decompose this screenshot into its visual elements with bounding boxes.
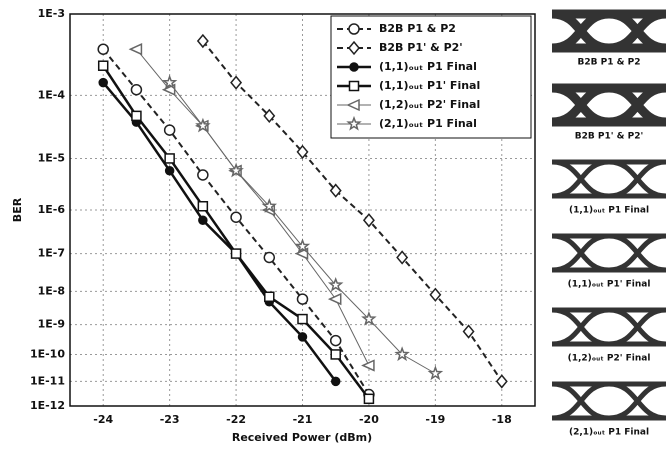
legend-label: (1,2)ₒᵤₜ P2' Final (379, 98, 480, 111)
marker (497, 375, 507, 387)
legend-label: (2,1)ₒᵤₜ P1 Final (379, 117, 477, 130)
marker (430, 368, 441, 379)
eye-label: B2B P1 & P2 (578, 58, 641, 68)
marker (166, 167, 174, 175)
legend-marker (350, 82, 359, 91)
x-tick-label: -20 (359, 413, 379, 426)
marker (231, 77, 241, 89)
x-axis-label: Received Power (dBm) (232, 431, 372, 444)
legend-label: B2B P1' & P2' (379, 41, 463, 54)
marker (298, 294, 308, 304)
legend-label: (1,1)ₒᵤₜ P1' Final (379, 79, 480, 92)
marker (264, 252, 274, 262)
marker (231, 212, 241, 222)
marker (331, 350, 340, 359)
eye-diagram: (1,1)ₒᵤₜ P1 Final (552, 158, 666, 216)
y-tick-label: 1E-10 (30, 347, 65, 360)
y-tick-label: 1E-3 (38, 7, 65, 20)
marker (132, 111, 141, 120)
eye-diagram: B2B P1 & P2 (552, 10, 666, 68)
y-axis-label: BER (11, 197, 24, 222)
eye-label: (1,1)ₒᵤₜ P1' Final (568, 280, 651, 290)
marker (165, 154, 174, 163)
marker (299, 333, 307, 341)
marker (363, 360, 374, 370)
y-tick-label: 1E-8 (38, 284, 65, 297)
y-tick-label: 1E-7 (38, 247, 65, 260)
marker (330, 294, 341, 304)
marker (131, 85, 141, 95)
figure: BER Received Power (dBm) 1E-3 1E-4 1E-5 1E-… (0, 0, 670, 450)
marker (232, 249, 241, 258)
marker (198, 202, 207, 211)
eye-label: (1,1)ₒᵤₜ P1 Final (569, 206, 649, 216)
eye-label: (2,1)ₒᵤₜ P1 Final (569, 428, 649, 438)
eye-label: (1,2)ₒᵤₜ P2' Final (568, 354, 651, 364)
eye-diagram: B2B P1' & P2' (552, 84, 666, 142)
marker (99, 61, 108, 70)
y-tick-label: 1E-9 (38, 318, 65, 331)
marker (364, 394, 373, 403)
marker (98, 44, 108, 54)
marker (198, 170, 208, 180)
marker (265, 292, 274, 301)
eye-diagram: (1,1)ₒᵤₜ P1' Final (552, 232, 666, 290)
y-tick-label: 1E-4 (38, 88, 66, 101)
marker (464, 326, 474, 338)
legend-label: B2B P1 & P2 (379, 22, 456, 35)
x-tick-label: -22 (226, 413, 246, 426)
marker (165, 125, 175, 135)
x-tick-label: -18 (492, 413, 512, 426)
eye-diagram: (2,1)ₒᵤₜ P1 Final (552, 380, 666, 438)
legend-label: (1,1)ₒᵤₜ P1 Final (379, 60, 477, 73)
x-tick-label: -19 (425, 413, 445, 426)
legend-marker (349, 24, 359, 34)
x-tick-label: -24 (93, 413, 113, 426)
legend-marker (350, 63, 358, 71)
marker (130, 44, 141, 54)
marker (298, 315, 307, 324)
eye-diagram: (1,2)ₒᵤₜ P2' Final (552, 306, 666, 364)
y-tick-label: 1E-12 (30, 399, 65, 412)
x-tick-label: -23 (160, 413, 180, 426)
eye-label: B2B P1' & P2' (575, 132, 643, 142)
y-tick-label: 1E-6 (38, 203, 66, 216)
marker (99, 79, 107, 87)
x-tick-label: -21 (293, 413, 313, 426)
marker (331, 336, 341, 346)
y-tick-label: 1E-11 (30, 374, 65, 387)
marker (199, 216, 207, 224)
y-tick-label: 1E-5 (38, 151, 65, 164)
marker (332, 377, 340, 385)
